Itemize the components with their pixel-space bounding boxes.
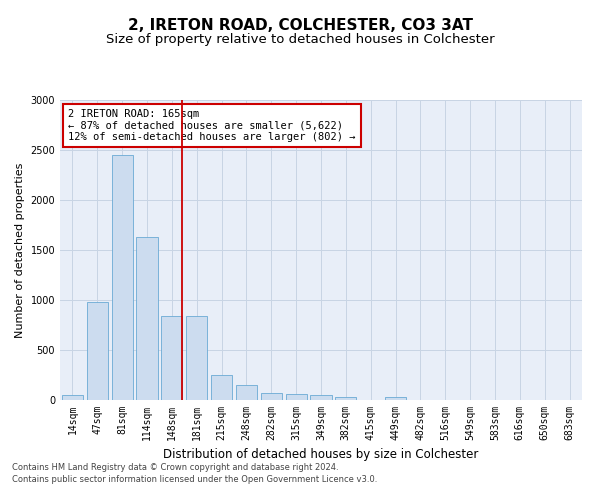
Bar	[236, 385, 257, 400]
Bar	[286, 394, 307, 400]
Bar	[261, 392, 282, 400]
Bar	[310, 394, 332, 400]
Text: Size of property relative to detached houses in Colchester: Size of property relative to detached ho…	[106, 32, 494, 46]
Bar	[62, 394, 83, 400]
Text: Contains public sector information licensed under the Open Government Licence v3: Contains public sector information licen…	[12, 475, 377, 484]
Bar	[87, 302, 108, 400]
Y-axis label: Number of detached properties: Number of detached properties	[15, 162, 25, 338]
Bar	[112, 155, 133, 400]
Text: 2, IRETON ROAD, COLCHESTER, CO3 3AT: 2, IRETON ROAD, COLCHESTER, CO3 3AT	[128, 18, 473, 32]
Bar	[211, 375, 232, 400]
X-axis label: Distribution of detached houses by size in Colchester: Distribution of detached houses by size …	[163, 448, 479, 462]
Bar	[186, 316, 207, 400]
Bar	[335, 397, 356, 400]
Text: 2 IRETON ROAD: 165sqm
← 87% of detached houses are smaller (5,622)
12% of semi-d: 2 IRETON ROAD: 165sqm ← 87% of detached …	[68, 109, 355, 142]
Bar	[385, 397, 406, 400]
Bar	[136, 237, 158, 400]
Bar	[161, 316, 182, 400]
Text: Contains HM Land Registry data © Crown copyright and database right 2024.: Contains HM Land Registry data © Crown c…	[12, 464, 338, 472]
